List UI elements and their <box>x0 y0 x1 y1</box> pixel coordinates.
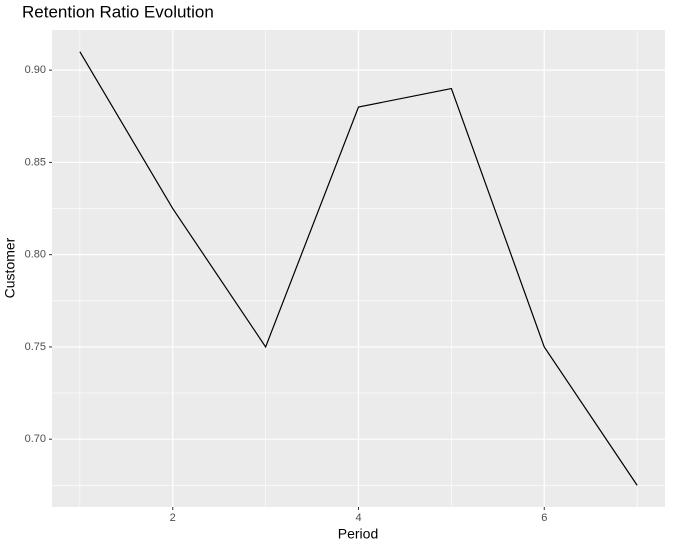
y-tick-label: 0.75 <box>25 341 46 353</box>
line <box>79 51 638 486</box>
y-tick-label: 0.70 <box>25 433 46 445</box>
x-axis-title: Period <box>338 526 378 542</box>
y-tick-label: 0.90 <box>25 64 46 76</box>
x-tick-label: 6 <box>541 512 547 524</box>
y-axis-title: Customer <box>2 237 18 298</box>
chart-title: Retention Ratio Evolution <box>22 2 214 21</box>
y-tick-label: 0.80 <box>25 249 46 261</box>
x-tick-label: 2 <box>170 512 176 524</box>
y-tick-label: 0.85 <box>25 156 46 168</box>
marks <box>79 51 638 486</box>
x-tick-label: 4 <box>355 512 361 524</box>
grid <box>52 30 665 507</box>
